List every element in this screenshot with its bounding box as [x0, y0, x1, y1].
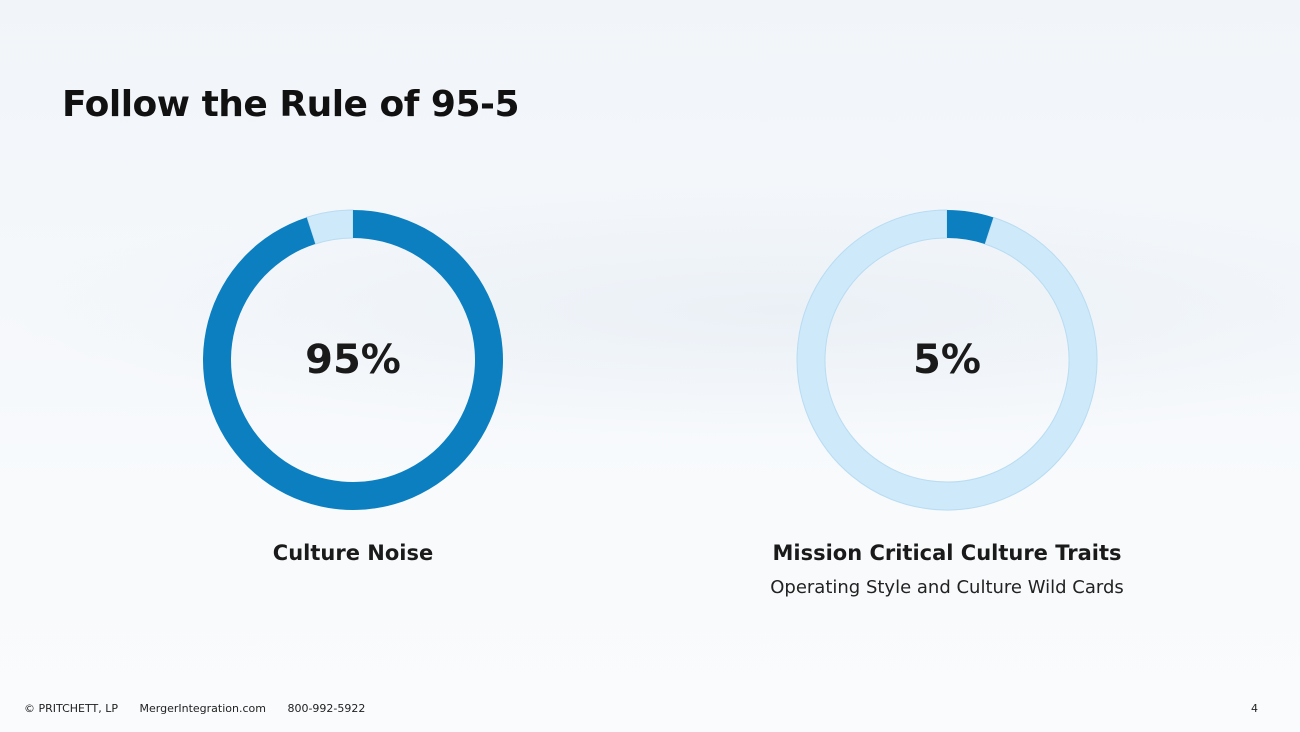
donut-chart-5: 5%	[796, 209, 1098, 511]
footer-phone: 800-992-5922	[287, 702, 366, 715]
donut-sublabel: Operating Style and Culture Wild Cards	[770, 577, 1124, 598]
donut-center-value: 5%	[913, 337, 981, 383]
donut-label: Culture Noise	[272, 541, 434, 565]
page-number: 4	[1251, 702, 1258, 715]
slide-title: Follow the Rule of 95-5	[62, 84, 520, 125]
donut-mission-critical: 5% Mission Critical Culture Traits Opera…	[727, 205, 1167, 598]
donut-label: Mission Critical Culture Traits	[772, 541, 1122, 565]
donut-center-value: 95%	[305, 337, 401, 383]
footer-website-link[interactable]: MergerIntegration.com	[139, 702, 266, 715]
donut-culture-noise: 95% Culture Noise	[133, 205, 573, 565]
donut-filled-arc-5	[947, 210, 994, 244]
donut-chart-95: 95%	[203, 209, 503, 511]
footer-copyright: © PRITCHETT, LP	[24, 702, 118, 715]
donut-remainder-arc-5	[796, 209, 1098, 511]
footer: © PRITCHETT, LP MergerIntegration.com 80…	[24, 702, 383, 715]
